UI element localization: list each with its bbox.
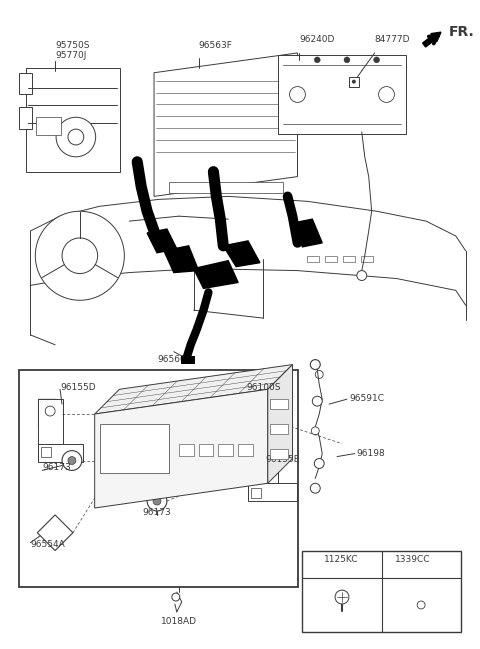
- Text: 96240D: 96240D: [300, 35, 335, 44]
- Polygon shape: [95, 365, 292, 414]
- Text: 96100S: 96100S: [246, 384, 280, 393]
- Text: 96173: 96173: [42, 463, 71, 472]
- Circle shape: [314, 459, 324, 469]
- Polygon shape: [292, 219, 322, 247]
- Circle shape: [36, 211, 124, 300]
- Circle shape: [344, 57, 350, 63]
- Polygon shape: [223, 241, 260, 267]
- Text: 95750S
95770J: 95750S 95770J: [55, 41, 90, 60]
- Bar: [296, 97, 307, 107]
- Bar: [251, 488, 261, 498]
- Circle shape: [62, 238, 97, 273]
- Bar: [349, 77, 359, 86]
- Bar: [19, 73, 32, 95]
- Text: 96198: 96198: [357, 448, 385, 458]
- Polygon shape: [154, 53, 298, 197]
- Bar: [19, 369, 299, 587]
- Circle shape: [312, 397, 322, 406]
- Circle shape: [312, 427, 319, 435]
- Text: 96554A: 96554A: [30, 540, 65, 548]
- Bar: [169, 182, 283, 193]
- Circle shape: [62, 450, 82, 471]
- Circle shape: [373, 57, 380, 63]
- Bar: [41, 447, 51, 456]
- Polygon shape: [193, 261, 238, 288]
- Circle shape: [68, 129, 84, 145]
- Circle shape: [315, 371, 323, 378]
- Bar: [181, 356, 194, 363]
- Circle shape: [258, 454, 268, 463]
- Circle shape: [314, 57, 320, 63]
- Polygon shape: [37, 515, 73, 550]
- Bar: [19, 107, 32, 129]
- Circle shape: [68, 456, 76, 465]
- Bar: [302, 550, 461, 631]
- Circle shape: [172, 593, 180, 601]
- Bar: [179, 444, 193, 456]
- Polygon shape: [95, 389, 268, 508]
- Circle shape: [147, 491, 167, 511]
- FancyArrow shape: [422, 32, 441, 47]
- Circle shape: [45, 406, 55, 416]
- Circle shape: [417, 601, 425, 609]
- Text: 96155E: 96155E: [266, 454, 300, 463]
- Text: 1339CC: 1339CC: [395, 554, 430, 563]
- Bar: [248, 484, 298, 501]
- Polygon shape: [38, 399, 56, 429]
- Circle shape: [379, 86, 395, 103]
- Bar: [296, 117, 307, 127]
- Text: FR.: FR.: [449, 25, 475, 39]
- Bar: [238, 444, 253, 456]
- Bar: [100, 424, 169, 473]
- Polygon shape: [164, 246, 199, 273]
- Text: 1125KC: 1125KC: [324, 554, 358, 563]
- Circle shape: [153, 497, 161, 505]
- Text: 96155D: 96155D: [60, 384, 96, 393]
- Bar: [325, 256, 337, 262]
- Polygon shape: [147, 229, 177, 252]
- Circle shape: [311, 360, 320, 369]
- Polygon shape: [413, 595, 430, 615]
- Bar: [248, 448, 278, 498]
- Text: 96560F: 96560F: [157, 354, 191, 363]
- Text: 96563F: 96563F: [199, 41, 232, 50]
- Bar: [296, 78, 307, 88]
- Bar: [38, 399, 63, 459]
- Text: 96591C: 96591C: [349, 394, 384, 403]
- Circle shape: [357, 271, 367, 280]
- Circle shape: [56, 117, 96, 157]
- Bar: [361, 256, 372, 262]
- Bar: [218, 444, 233, 456]
- Bar: [278, 55, 406, 134]
- Bar: [199, 444, 214, 456]
- Bar: [36, 117, 61, 135]
- Polygon shape: [268, 365, 292, 484]
- Text: 1018AD: 1018AD: [161, 617, 197, 626]
- Bar: [270, 424, 288, 434]
- Circle shape: [335, 590, 349, 604]
- Bar: [26, 67, 120, 171]
- Circle shape: [289, 86, 305, 103]
- Circle shape: [311, 484, 320, 493]
- Circle shape: [352, 80, 356, 84]
- Text: 96173: 96173: [143, 508, 171, 517]
- Bar: [307, 256, 319, 262]
- Bar: [270, 399, 288, 409]
- Bar: [270, 448, 288, 459]
- Bar: [38, 444, 83, 461]
- Bar: [343, 256, 355, 262]
- Text: 84777D: 84777D: [374, 35, 410, 44]
